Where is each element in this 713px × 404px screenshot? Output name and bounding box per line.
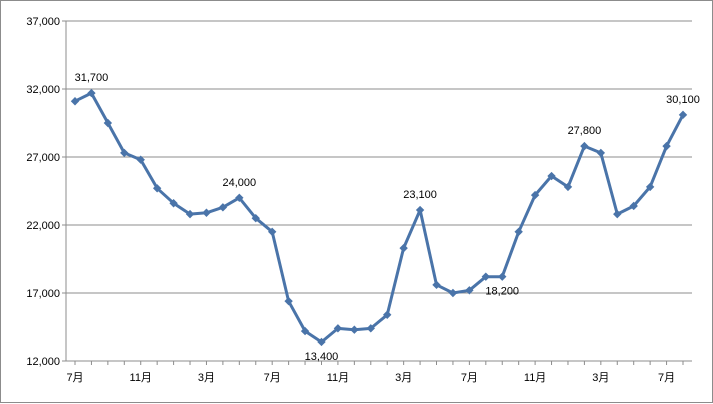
x-tick-label: 7月 bbox=[658, 372, 675, 384]
x-tick-label: 3月 bbox=[592, 372, 609, 384]
data-label: 27,800 bbox=[568, 125, 602, 137]
data-point-marker bbox=[613, 209, 622, 219]
data-label: 30,100 bbox=[666, 94, 700, 106]
data-point-marker bbox=[514, 227, 523, 236]
axes bbox=[65, 21, 692, 365]
x-tick-label: 11月 bbox=[327, 372, 349, 384]
data-point-marker bbox=[251, 214, 260, 223]
data-point-marker bbox=[415, 205, 425, 215]
y-tick-label: 37,000 bbox=[26, 16, 60, 28]
data-point-marker bbox=[120, 148, 129, 158]
data-point-marker bbox=[399, 243, 408, 253]
x-tick-label: 3月 bbox=[198, 372, 215, 384]
data-point-marker bbox=[383, 310, 392, 319]
data-point-marker bbox=[87, 88, 96, 98]
x-tick-label: 3月 bbox=[395, 372, 412, 384]
data-point-marker bbox=[152, 184, 162, 193]
data-point-marker bbox=[317, 337, 326, 347]
data-point-marker bbox=[498, 272, 507, 281]
gridlines bbox=[62, 20, 692, 362]
x-tick-label: 7月 bbox=[66, 372, 83, 384]
data-point-marker bbox=[645, 182, 655, 192]
data-point-marker bbox=[629, 201, 638, 211]
x-tick-label: 11月 bbox=[524, 372, 546, 384]
data-point-marker bbox=[350, 325, 359, 334]
y-axis-tick-labels: 12,000 17,000 22,000 27,000 32,000 37,000 bbox=[26, 16, 60, 368]
y-tick-label: 27,000 bbox=[26, 152, 60, 164]
data-point-marker bbox=[678, 110, 688, 120]
data-label: 24,000 bbox=[222, 177, 256, 189]
data-label: 31,700 bbox=[75, 72, 109, 84]
data-point-marker bbox=[547, 171, 556, 181]
data-point-marker bbox=[432, 280, 441, 290]
data-point-marker bbox=[580, 141, 589, 151]
data-label: 18,200 bbox=[485, 286, 519, 298]
data-point-marker bbox=[333, 324, 343, 333]
series-line bbox=[74, 91, 685, 344]
data-point-marker bbox=[300, 326, 310, 336]
data-point-marker bbox=[366, 324, 375, 333]
data-point-marker bbox=[235, 193, 244, 202]
y-tick-label: 12,000 bbox=[26, 356, 60, 368]
data-point-marker bbox=[202, 208, 211, 217]
data-point-marker bbox=[530, 190, 540, 200]
data-point-marker bbox=[70, 97, 80, 106]
data-point-marker bbox=[218, 203, 228, 212]
data-point-marker bbox=[596, 148, 606, 158]
data-point-marker bbox=[662, 141, 671, 151]
y-tick-label: 17,000 bbox=[26, 288, 60, 300]
y-tick-label: 22,000 bbox=[26, 220, 60, 232]
data-point-marker bbox=[267, 227, 277, 236]
data-point-marker bbox=[169, 199, 178, 208]
data-point-marker bbox=[103, 118, 113, 128]
x-tick-label: 11月 bbox=[130, 372, 152, 384]
x-tick-label: 7月 bbox=[264, 372, 281, 384]
data-point-marker bbox=[284, 296, 293, 306]
series-price bbox=[70, 88, 688, 347]
data-point-marker bbox=[185, 209, 195, 219]
data-point-marker bbox=[136, 155, 145, 164]
data-label: 23,100 bbox=[403, 189, 437, 201]
data-point-marker bbox=[465, 286, 474, 295]
x-tick-label: 7月 bbox=[461, 372, 478, 384]
y-tick-label: 32,000 bbox=[26, 84, 60, 96]
data-labels: 31,700 24,000 13,400 23,100 18,200 27,800 30,1… bbox=[75, 72, 700, 363]
data-point-marker bbox=[563, 182, 573, 192]
data-point-marker bbox=[448, 288, 458, 298]
x-axis-tick-labels: 7月 11月 3月 7月 11月 3月 7月 11月 3月 7月 bbox=[66, 372, 675, 384]
data-label: 13,400 bbox=[305, 351, 339, 363]
data-point-marker bbox=[481, 272, 491, 281]
